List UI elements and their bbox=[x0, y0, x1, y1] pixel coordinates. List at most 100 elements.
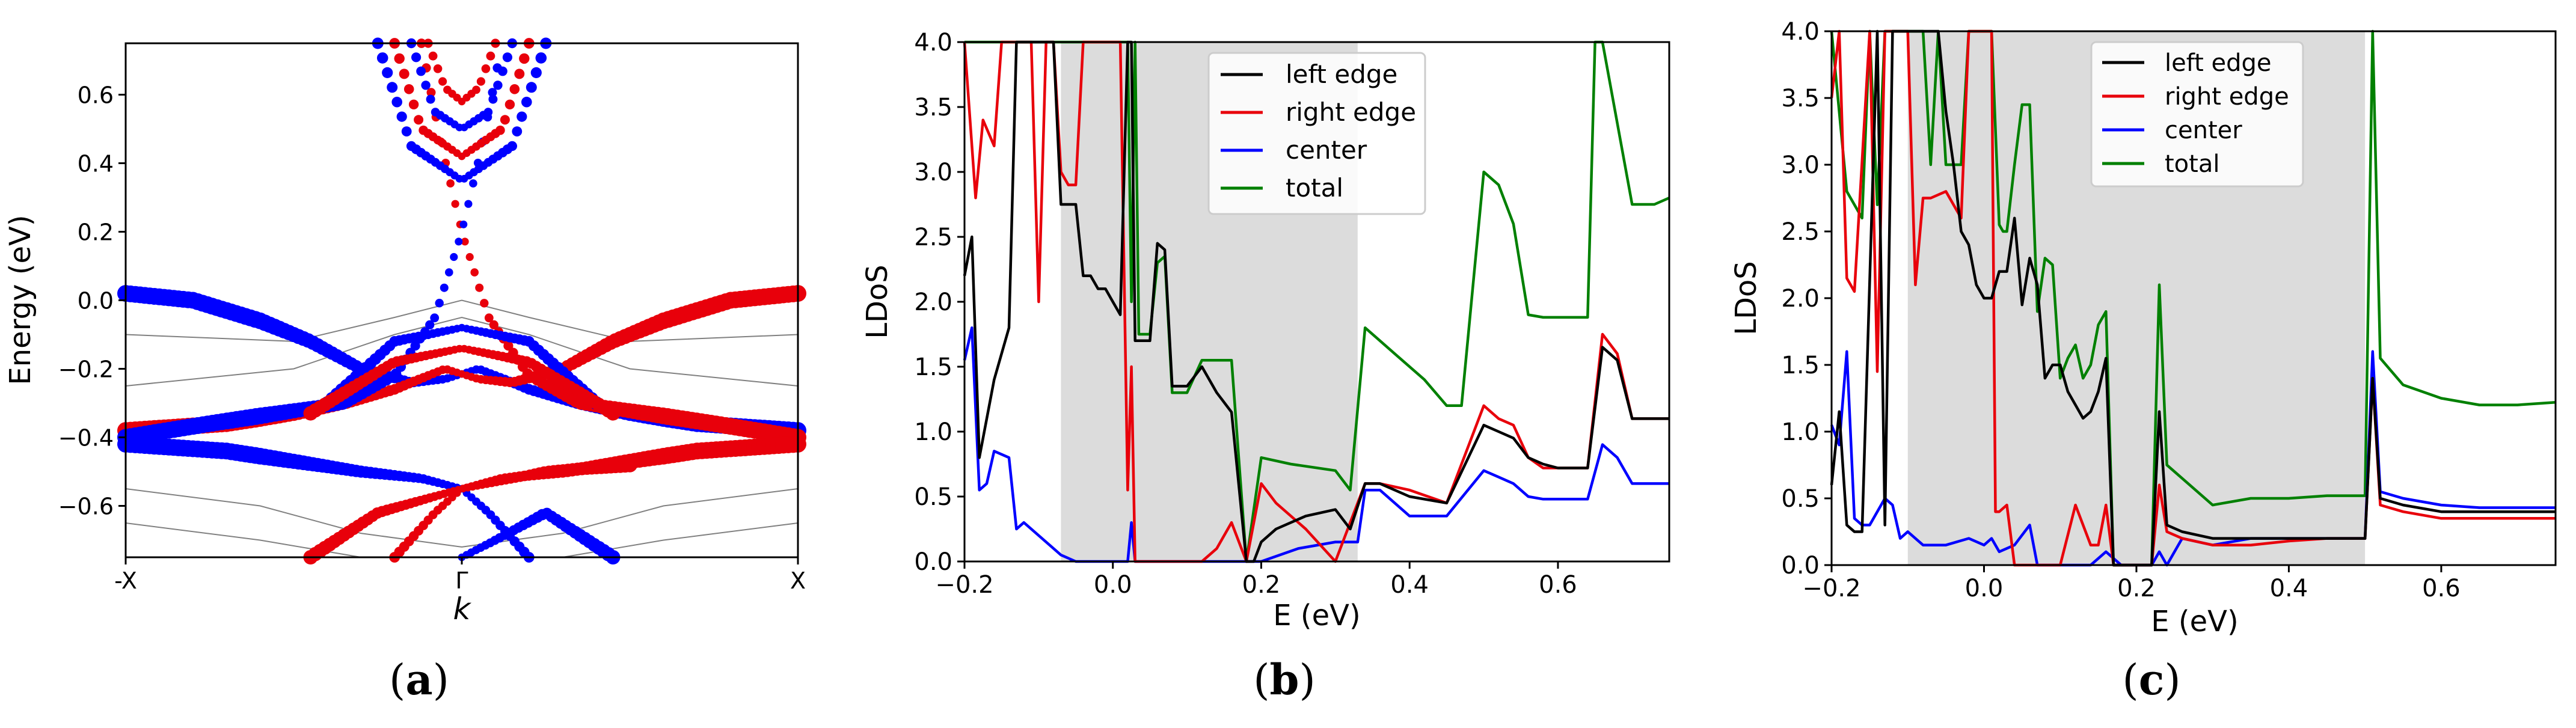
panel-a-band-point bbox=[493, 81, 503, 90]
panel-a-band-point bbox=[476, 77, 486, 86]
panel-b-series bbox=[963, 40, 1670, 563]
panel-c-ytick-label: 2.5 bbox=[1781, 218, 1820, 246]
panel-a-band-val-red-deep bbox=[303, 457, 638, 564]
panel-a-band-point bbox=[495, 125, 505, 135]
panel-a-band-point bbox=[399, 69, 409, 79]
panel-a-ytick-label: 0.4 bbox=[78, 151, 114, 177]
panel-a-band-point bbox=[414, 115, 424, 125]
panel-a-band-point bbox=[403, 84, 414, 94]
panel-a-ytick-label: −0.2 bbox=[58, 356, 114, 383]
panel-b-xtick-label: 0.4 bbox=[1390, 571, 1429, 599]
panel-b-ytick-label: 2.0 bbox=[914, 289, 952, 316]
panel-c-xtick-label: −0.2 bbox=[1802, 575, 1860, 602]
panel-b-ytick-label: 4.0 bbox=[914, 29, 952, 57]
panel-a-xlabel: k bbox=[453, 592, 472, 626]
panel-c-axes: 0.00.51.01.52.02.53.03.54.0−0.2 0.0 0.2 0.4… bbox=[1781, 18, 2460, 602]
panel-a-band-point bbox=[509, 84, 520, 94]
panel-c-ytick-label: 3.0 bbox=[1781, 151, 1820, 179]
panel-a-bulk-line bbox=[125, 316, 799, 387]
panel-a-band-point bbox=[483, 108, 493, 117]
panel-a-band-point bbox=[428, 51, 438, 61]
panel-a-band-point bbox=[450, 252, 458, 262]
panel-c: 0.00.51.01.52.02.53.03.54.0−0.2 0.0 0.2 0.4… bbox=[1729, 18, 2557, 705]
panel-a-band-point bbox=[469, 179, 477, 188]
panel-b-xlabel: E (eV) bbox=[1273, 599, 1360, 632]
panel-b-ytick-label: 0.5 bbox=[914, 483, 952, 511]
panel-b-legend-total: total bbox=[1286, 173, 1343, 203]
panel-a-band-point bbox=[507, 141, 517, 151]
panel-a-band-point bbox=[426, 94, 435, 104]
panel-a-band-point bbox=[394, 53, 405, 64]
panel-a: −0.6 −0.4 −0.2 0.0 0.2 0.4 0.6 -X Γ X Energy (eV)… bbox=[4, 37, 806, 705]
panel-a-band-point bbox=[512, 126, 523, 137]
panel-a-band-point bbox=[622, 457, 638, 473]
panel-a-band-point bbox=[391, 96, 402, 108]
panel-a-band-point bbox=[519, 53, 530, 64]
panel-a-band-point bbox=[502, 52, 513, 63]
panel-a-band-point bbox=[455, 237, 463, 246]
panel-c-legend-right: right edge bbox=[2165, 83, 2289, 111]
panel-a-band-point bbox=[504, 99, 515, 109]
panel-c-xtick-label: 0.4 bbox=[2270, 575, 2308, 602]
panel-c-ytick-label: 1.5 bbox=[1781, 352, 1820, 379]
panel-b-axes: 0.00.51.01.52.02.53.03.54.0−0.2 0.0 0.2 0.4… bbox=[914, 29, 1577, 599]
panel-a-band-point bbox=[521, 96, 532, 108]
panel-a-band-point bbox=[438, 77, 447, 86]
panel-a-band-point bbox=[425, 320, 435, 330]
panel-a-ytick-label: −0.6 bbox=[58, 494, 114, 520]
panel-a-bulk-line bbox=[125, 488, 799, 548]
panel-c-xtick-label: 0.2 bbox=[2117, 575, 2156, 602]
panel-c-ytick-label: 3.5 bbox=[1781, 85, 1820, 112]
panel-a-band-point bbox=[396, 111, 407, 122]
panel-a-band-point bbox=[535, 52, 547, 64]
panel-a-band-val-blue-deep bbox=[458, 507, 621, 564]
panel-c-ytick-label: 1.0 bbox=[1781, 418, 1820, 446]
panel-a-band-hump-2 bbox=[303, 344, 621, 421]
panel-b-ytick-label: 1.5 bbox=[914, 353, 952, 381]
panel-a-band-point bbox=[500, 115, 510, 125]
panel-c-ytick-label: 4.0 bbox=[1781, 18, 1820, 46]
panel-a-axes: −0.6 −0.4 −0.2 0.0 0.2 0.4 0.6 -X Γ X bbox=[58, 82, 806, 595]
panel-a-band-point bbox=[411, 52, 422, 63]
panel-b-ytick-label: 3.0 bbox=[914, 159, 952, 186]
panel-a-band-point bbox=[475, 283, 484, 292]
panel-b-label: (b) bbox=[1253, 655, 1316, 705]
panel-a-band-point bbox=[401, 126, 412, 137]
panel-a-band-point bbox=[489, 320, 498, 330]
panel-a-band-point bbox=[430, 313, 440, 323]
panel-a-band-point bbox=[465, 252, 474, 262]
panel-c-label: (c) bbox=[2122, 655, 2180, 705]
panel-a-band-point bbox=[498, 66, 508, 76]
panel-a-band-point bbox=[445, 268, 453, 277]
panel-a-band-point bbox=[459, 220, 468, 228]
panel-b-ytick-label: 0.0 bbox=[914, 548, 952, 576]
panel-a-band-point bbox=[421, 81, 431, 90]
panel-a-band-point bbox=[387, 82, 398, 93]
panel-a-band-point bbox=[481, 64, 491, 73]
panel-a-band-point bbox=[484, 313, 494, 323]
panel-a-band-cond-3 bbox=[389, 38, 535, 161]
panel-a-band-point bbox=[530, 67, 542, 78]
panel-b-legend: left edge right edge center total bbox=[1207, 52, 1426, 215]
panel-a-band-point bbox=[408, 99, 419, 109]
panel-a-band-point bbox=[488, 94, 498, 104]
panel-a-band-point bbox=[382, 67, 393, 78]
panel-a-band-point bbox=[446, 179, 455, 188]
panel-c-legend-total: total bbox=[2165, 150, 2219, 178]
panel-a-ytick-label: −0.4 bbox=[58, 425, 114, 451]
panel-a-band-point bbox=[435, 299, 444, 308]
panel-b-xtick-label: −0.2 bbox=[935, 571, 993, 599]
panel-a-band-point bbox=[440, 283, 449, 292]
panel-a-band-point bbox=[433, 64, 443, 73]
panel-a-ytick-label: 0.6 bbox=[78, 82, 114, 109]
panel-c-letter: c bbox=[2139, 655, 2165, 705]
panel-a-band-point bbox=[464, 200, 473, 208]
panel-b-xtick-label: 0.2 bbox=[1242, 571, 1281, 599]
panel-a-ytick-label: 0.0 bbox=[78, 288, 114, 314]
panel-a-xtick-label: Γ bbox=[455, 567, 468, 594]
panel-c-ytick-label: 0.5 bbox=[1781, 485, 1820, 513]
panel-b-legend-right: right edge bbox=[1286, 97, 1416, 127]
panel-a-band-point bbox=[488, 88, 497, 97]
panel-a-band-point bbox=[461, 237, 469, 246]
